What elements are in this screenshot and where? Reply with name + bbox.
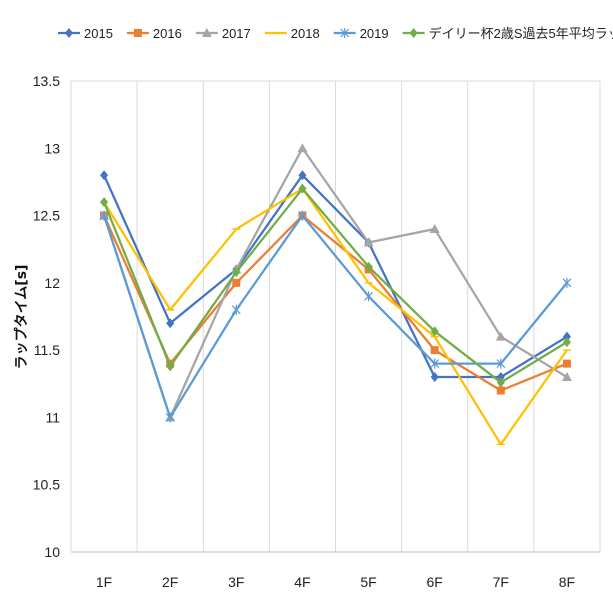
- series-line: [102, 147, 568, 419]
- y-tick-label: 10: [44, 544, 60, 560]
- legend-item: 2015: [58, 26, 113, 41]
- data-point: [363, 237, 374, 247]
- legend-item: 2019: [333, 26, 389, 41]
- legend-label: 2016: [153, 26, 182, 41]
- data-point: [364, 261, 373, 272]
- x-tick-label: 1F: [96, 574, 112, 590]
- legend-swatch-marker: [409, 28, 418, 38]
- x-tick-label: 7F: [493, 574, 509, 590]
- data-point: [561, 372, 572, 382]
- x-tick-label: 3F: [228, 574, 244, 590]
- y-tick-label: 12: [44, 275, 60, 291]
- data-point: [297, 143, 308, 153]
- legend-swatch-marker: [340, 28, 350, 38]
- x-axis-ticks: 1F 2F 3F 4F 5F 6F 7F 8F: [96, 574, 575, 590]
- series-line: [103, 174, 568, 379]
- y-tick-label: 11.5: [34, 342, 60, 358]
- x-tick-label: 5F: [360, 574, 376, 590]
- legend-item: 2017: [195, 26, 251, 41]
- series-group: [99, 143, 572, 446]
- legend-label: デイリー杯2歳S過去5年平均ラップ: [429, 26, 613, 41]
- y-axis-label: ラップタイム[s]: [14, 265, 30, 370]
- x-tick-label: 6F: [427, 574, 443, 590]
- data-point: [100, 170, 109, 181]
- data-point: [232, 267, 241, 278]
- legend-item: 2018: [264, 26, 320, 41]
- data-point: [166, 318, 175, 329]
- series-6: [100, 183, 571, 388]
- data-point: [496, 358, 506, 369]
- data-point: [429, 224, 440, 234]
- data-point: [562, 359, 571, 368]
- series-5: [99, 210, 572, 423]
- data-point: [298, 170, 307, 181]
- y-tick-label: 10.5: [33, 477, 60, 493]
- data-point: [364, 291, 373, 302]
- series-line: [103, 187, 568, 446]
- data-point: [495, 331, 506, 341]
- data-point: [231, 304, 241, 315]
- data-point: [166, 361, 175, 372]
- data-point: [100, 197, 109, 208]
- y-tick-label: 12.5: [33, 208, 60, 224]
- data-point: [562, 331, 571, 342]
- y-tick-label: 13.5: [33, 73, 60, 89]
- series-line: [102, 214, 568, 419]
- legend-label: 2019: [360, 26, 389, 41]
- x-tick-label: 8F: [559, 574, 575, 590]
- x-tick-label: 4F: [294, 574, 310, 590]
- legend-label: 2015: [84, 26, 113, 41]
- y-tick-label: 11: [45, 409, 60, 425]
- x-tick-label: 2F: [162, 574, 178, 590]
- y-axis-ticks: 10 10.5 11 11.5 12 12.5 13 13.5: [33, 73, 60, 560]
- legend-label: 2018: [291, 26, 320, 41]
- data-point: [496, 386, 505, 395]
- legend-swatch-marker: [201, 28, 212, 37]
- legend: 2015 2016 2017 2018 2019 デイリー杯2歳S過去5年平均ラップ: [58, 26, 613, 41]
- series-line: [103, 187, 568, 384]
- data-point: [496, 377, 505, 388]
- legend-item: デイリー杯2歳S過去5年平均ラップ: [402, 26, 613, 41]
- legend-label: 2017: [222, 26, 251, 41]
- data-point: [99, 210, 109, 221]
- legend-swatch-marker: [133, 29, 142, 37]
- data-point: [562, 337, 571, 348]
- y-tick-label: 13: [44, 140, 60, 156]
- data-point: [430, 326, 439, 337]
- data-point: [430, 346, 439, 355]
- data-point: [298, 183, 307, 194]
- legend-swatch-marker: [65, 28, 73, 38]
- data-point: [430, 372, 439, 383]
- legend-item: 2016: [126, 26, 182, 41]
- data-point: [232, 278, 241, 287]
- data-point: [562, 277, 572, 288]
- data-point: [430, 358, 440, 369]
- data-point: [165, 412, 175, 423]
- data-point: [298, 210, 307, 221]
